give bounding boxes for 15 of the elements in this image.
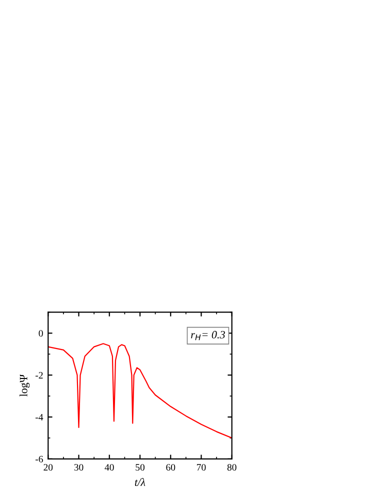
y-tick-label: -2: [36, 372, 43, 378]
x-axis-title: t/λ: [135, 478, 146, 486]
x-tick-label: 40: [104, 464, 114, 471]
line-series: [48, 343, 232, 439]
x-tick-label: 60: [166, 464, 176, 471]
y-tick-label: -4: [36, 414, 44, 420]
x-tick-label: 30: [74, 464, 84, 471]
x-tick-label: 80: [227, 464, 236, 471]
annotation: r$_{H}$= 0.3: [191, 330, 225, 340]
y-axis-title: logΨ: [20, 374, 30, 397]
x-tick-label: 50: [136, 464, 144, 471]
x-tick-label: 70: [197, 464, 206, 471]
y-tick-label: -6: [36, 456, 43, 462]
y-tick-label: 0: [38, 330, 43, 337]
x-tick-label: 20: [44, 464, 53, 471]
